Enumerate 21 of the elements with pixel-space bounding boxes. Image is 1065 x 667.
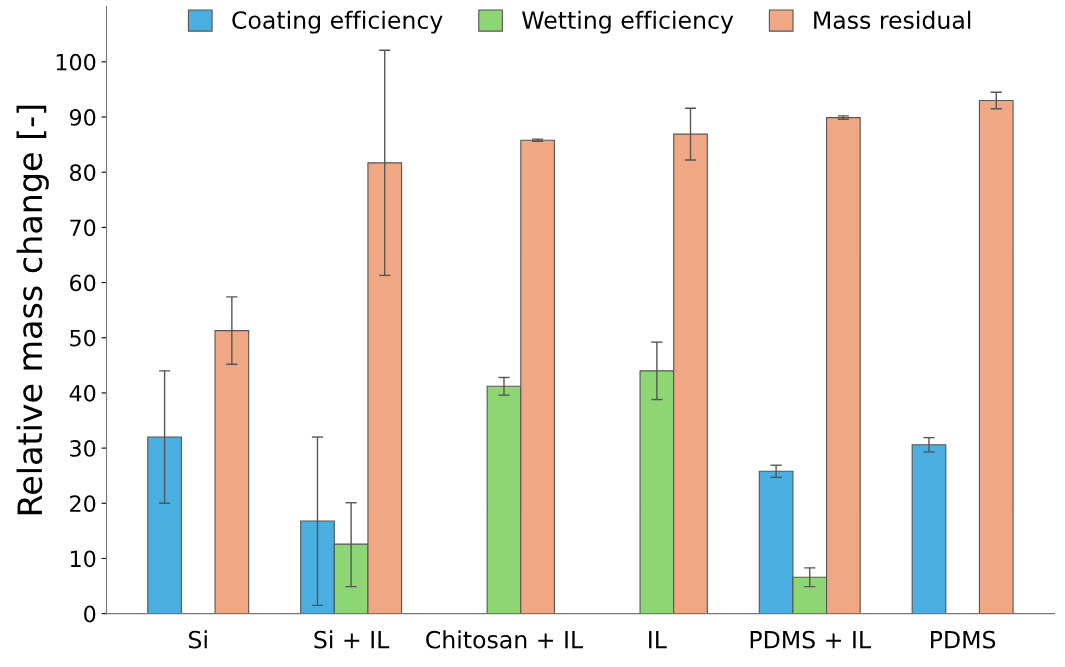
legend-label: Wetting efficiency [522, 10, 734, 34]
y-tick-label: 100 [56, 53, 96, 71]
y-tick-label: 0 [84, 605, 96, 623]
y-tick-label: 90 [69, 108, 96, 126]
y-tick-label: 20 [70, 495, 96, 513]
y-tick-label: 30 [70, 440, 96, 457]
y-tick-label: 50 [70, 329, 96, 347]
x-tick-label: PDMS [931, 630, 996, 649]
y-tick-label: 70 [70, 219, 96, 237]
x-tick-label: PDMS + IL [750, 630, 871, 649]
y-tick-label: 40 [69, 384, 96, 402]
legend-label: Mass residual [814, 10, 971, 30]
x-tick-label: IL [649, 631, 667, 649]
y-tick-label: 10 [70, 550, 96, 568]
y-tick-label: 80 [70, 164, 96, 181]
x-tick-label: Si [189, 630, 207, 649]
y-tick-label: 60 [70, 274, 96, 292]
y-axis-title: Relative mass change [-] [16, 105, 49, 515]
x-tick-label: Si + IL [314, 630, 390, 649]
legend-label: Coating efficiency [232, 10, 443, 34]
x-tick-label: Chitosan + IL [426, 630, 584, 649]
